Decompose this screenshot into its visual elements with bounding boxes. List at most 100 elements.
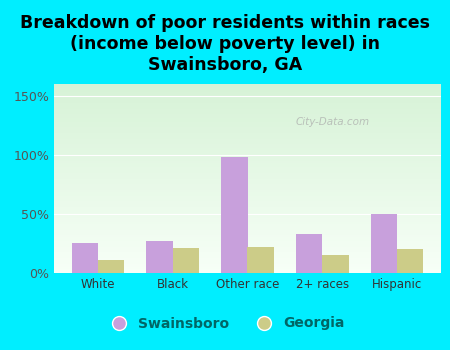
Bar bbox=[54, 116, 441, 118]
Bar bbox=[54, 211, 441, 212]
Bar bbox=[54, 248, 441, 250]
Bar bbox=[54, 184, 441, 186]
Bar bbox=[54, 237, 441, 239]
Bar bbox=[54, 220, 441, 222]
Bar bbox=[54, 101, 441, 103]
Bar bbox=[54, 99, 441, 101]
Bar bbox=[54, 205, 441, 207]
Bar bbox=[54, 199, 441, 201]
Bar bbox=[54, 228, 441, 230]
Bar bbox=[54, 177, 441, 178]
Bar bbox=[54, 194, 441, 196]
Bar bbox=[54, 190, 441, 192]
Bar bbox=[54, 135, 441, 137]
Bar bbox=[54, 86, 441, 88]
Text: Breakdown of poor residents within races
(income below poverty level) in
Swainsb: Breakdown of poor residents within races… bbox=[20, 14, 430, 74]
Bar bbox=[371, 214, 397, 273]
Bar bbox=[54, 171, 441, 173]
Bar bbox=[54, 112, 441, 114]
Bar bbox=[54, 250, 441, 252]
Bar bbox=[98, 260, 124, 273]
Bar bbox=[54, 160, 441, 161]
Bar bbox=[54, 122, 441, 124]
Bar bbox=[54, 260, 441, 262]
Bar bbox=[54, 105, 441, 107]
Bar bbox=[54, 267, 441, 269]
Bar bbox=[54, 246, 441, 248]
Bar bbox=[54, 108, 441, 111]
Bar bbox=[54, 264, 441, 265]
Bar bbox=[54, 124, 441, 126]
Bar bbox=[54, 215, 441, 216]
Bar bbox=[54, 226, 441, 228]
Bar bbox=[54, 127, 441, 130]
Bar bbox=[54, 139, 441, 141]
Bar bbox=[54, 152, 441, 154]
Bar bbox=[54, 209, 441, 211]
Bar bbox=[54, 114, 441, 116]
Bar bbox=[173, 248, 199, 273]
Bar bbox=[221, 157, 248, 273]
Bar bbox=[54, 173, 441, 175]
Bar bbox=[54, 201, 441, 203]
Bar bbox=[54, 203, 441, 205]
Bar bbox=[54, 88, 441, 90]
Bar bbox=[54, 146, 441, 148]
Bar bbox=[54, 103, 441, 105]
Bar bbox=[54, 156, 441, 158]
Bar bbox=[54, 84, 441, 86]
Bar bbox=[54, 137, 441, 139]
Bar bbox=[54, 167, 441, 169]
Bar bbox=[54, 222, 441, 224]
Bar bbox=[54, 161, 441, 163]
Bar bbox=[248, 247, 274, 273]
Bar bbox=[54, 178, 441, 180]
Bar bbox=[54, 218, 441, 220]
Bar bbox=[54, 131, 441, 133]
Bar bbox=[54, 150, 441, 152]
Bar bbox=[54, 141, 441, 142]
Bar bbox=[54, 271, 441, 273]
Bar bbox=[54, 245, 441, 246]
Bar bbox=[54, 148, 441, 150]
Legend: Swainsboro, Georgia: Swainsboro, Georgia bbox=[99, 311, 351, 336]
Bar bbox=[54, 241, 441, 243]
Bar bbox=[54, 97, 441, 99]
Bar bbox=[54, 126, 441, 127]
Bar bbox=[54, 254, 441, 256]
Bar bbox=[72, 244, 98, 273]
Bar bbox=[54, 165, 441, 167]
Bar bbox=[54, 154, 441, 156]
Bar bbox=[54, 230, 441, 231]
Bar bbox=[54, 212, 441, 215]
Bar bbox=[54, 180, 441, 182]
Bar bbox=[54, 231, 441, 233]
Bar bbox=[54, 252, 441, 254]
Bar bbox=[54, 111, 441, 112]
Bar bbox=[54, 269, 441, 271]
Bar bbox=[54, 265, 441, 267]
Bar bbox=[54, 145, 441, 146]
Bar bbox=[54, 133, 441, 135]
Bar bbox=[397, 249, 423, 273]
Bar bbox=[54, 235, 441, 237]
Bar bbox=[54, 90, 441, 92]
Bar bbox=[54, 239, 441, 241]
Bar bbox=[54, 262, 441, 264]
Bar bbox=[146, 241, 173, 273]
Bar bbox=[54, 158, 441, 160]
Text: City-Data.com: City-Data.com bbox=[296, 117, 370, 127]
Bar bbox=[54, 186, 441, 188]
Bar bbox=[54, 224, 441, 226]
Bar bbox=[54, 142, 441, 145]
Bar bbox=[54, 120, 441, 122]
Bar bbox=[54, 256, 441, 258]
Bar bbox=[322, 255, 349, 273]
Bar bbox=[54, 107, 441, 108]
Bar bbox=[54, 258, 441, 260]
Bar bbox=[54, 216, 441, 218]
Bar bbox=[54, 207, 441, 209]
Bar bbox=[54, 130, 441, 131]
Bar bbox=[54, 188, 441, 190]
Bar bbox=[54, 93, 441, 95]
